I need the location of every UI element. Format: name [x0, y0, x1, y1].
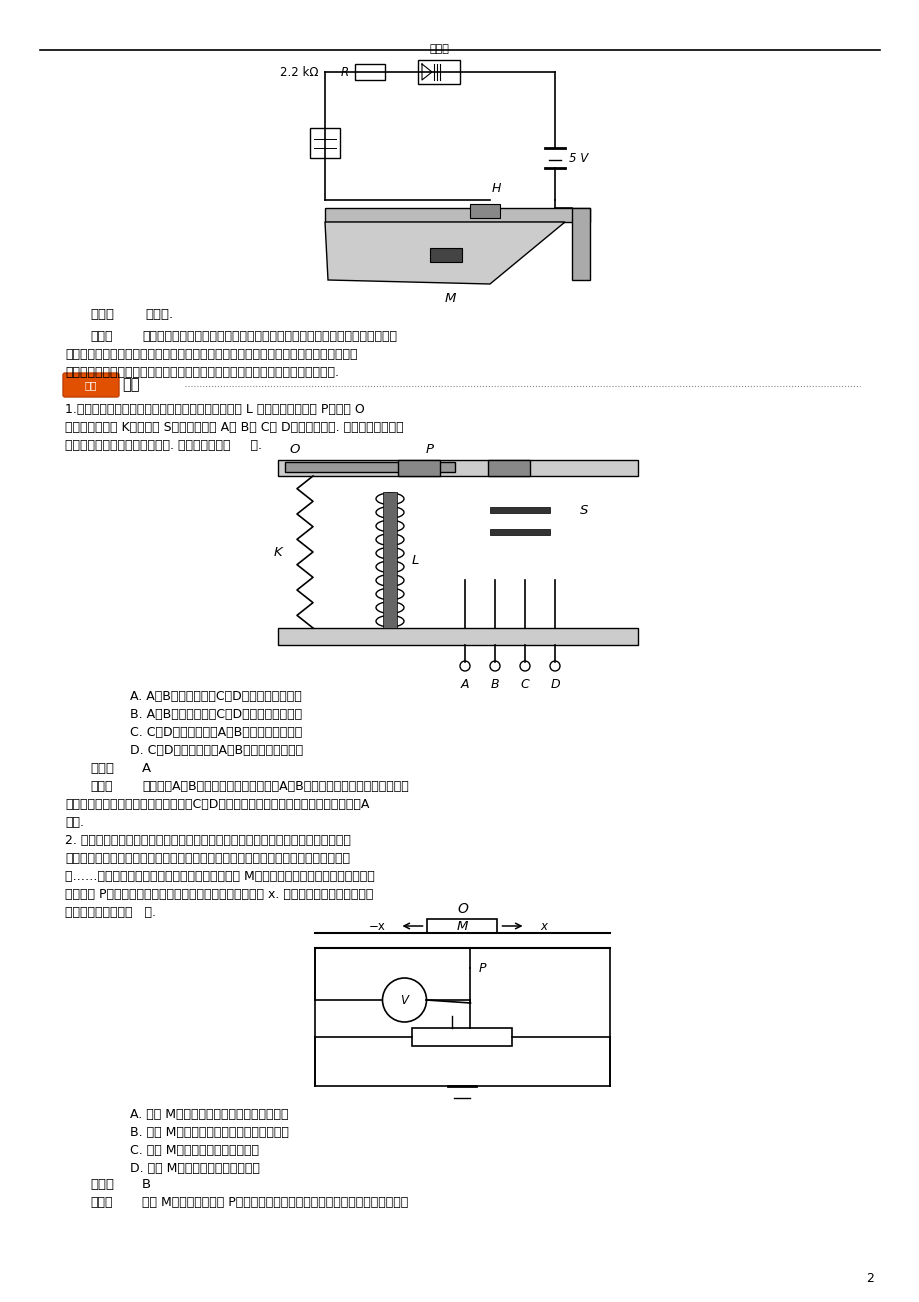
Text: A: A [460, 678, 469, 691]
Text: M: M [444, 292, 455, 305]
Text: 1.如下图所示为小型电磁继电器的构造示意图，其中 L 为含铁芯的线圈， P为可绕 O: 1.如下图所示为小型电磁继电器的构造示意图，其中 L 为含铁芯的线圈， P为可绕… [65, 404, 364, 417]
Text: 5 V: 5 V [568, 151, 587, 164]
Text: x: x [539, 919, 547, 932]
Text: 器，电熨斗、电饭煌中有温度传感器，电视机、录像机、影磹机、空调机中有光电传感: 器，电熨斗、电饭煌中有温度传感器，电视机、录像机、影磹机、空调机中有光电传感 [65, 852, 349, 865]
Text: D. C与D接信号电压，A与B可跟被控电路并联: D. C与D接信号电压，A与B可跟被控电路并联 [130, 743, 302, 756]
Text: A: A [142, 762, 151, 775]
Text: M: M [457, 919, 468, 932]
Text: R: R [341, 65, 348, 78]
Bar [278, 460, 637, 477]
Text: 列说法中正确的是（   ）.: 列说法中正确的是（ ）. [65, 906, 156, 919]
Text: 金属滑杆 P，通过电压表显示的数据来反映物体位移的大小 x. 假设电压表是理想的，则下: 金属滑杆 P，通过电压表显示的数据来反映物体位移的大小 x. 假设电压表是理想的… [65, 888, 373, 901]
Text: 见解析.: 见解析. [145, 309, 173, 322]
Text: 解析：: 解析： [90, 780, 112, 793]
Text: H: H [492, 182, 501, 195]
Text: −x: −x [369, 919, 385, 932]
Text: B: B [142, 1178, 151, 1191]
Text: K: K [273, 546, 282, 559]
Bar [355, 64, 384, 79]
FancyBboxPatch shape [62, 372, 119, 397]
Bar [285, 462, 455, 473]
Polygon shape [324, 223, 564, 284]
Text: B: B [490, 678, 499, 691]
Bar [382, 492, 397, 628]
Text: D. 物体 M不动时，电压表没有示数: D. 物体 M不动时，电压表没有示数 [130, 1161, 259, 1174]
Text: 答案：: 答案： [90, 309, 114, 322]
Text: C. 物体 M不动时，电路中没有电流: C. 物体 M不动时，电路中没有电流 [130, 1144, 259, 1157]
Text: 器……演示位移传感器的工作原理如图所示，物体 M在导轨上平移时，带动滑动变阶器的: 器……演示位移传感器的工作原理如图所示，物体 M在导轨上平移时，带动滑动变阶器的 [65, 870, 374, 883]
Text: 当堂: 当堂 [85, 380, 97, 391]
Bar [490, 529, 550, 535]
Bar [487, 460, 529, 477]
Text: C: C [520, 678, 528, 691]
Text: 2. 传感器可将非电学量转化为电学量，起自动控制作用，如计算机鼠标中有位移传感: 2. 传感器可将非电学量转化为电学量，起自动控制作用，如计算机鼠标中有位移传感 [65, 835, 350, 848]
Bar [324, 208, 589, 223]
Text: O: O [457, 902, 468, 917]
Text: 解析：: 解析： [90, 329, 112, 342]
Text: C. C与D接信号电压，A与B可跟被控电路串联: C. C与D接信号电压，A与B可跟被控电路串联 [130, 727, 302, 740]
Bar [429, 247, 461, 262]
Bar [572, 208, 589, 280]
Text: P: P [478, 961, 485, 974]
Text: O: O [289, 443, 300, 456]
Text: B. 物体 M运动时，电压表的示数会发生变化: B. 物体 M运动时，电压表的示数会发生变化 [130, 1126, 289, 1139]
Bar [417, 60, 460, 85]
Bar [470, 204, 499, 217]
Text: 点转动的铁片， K为弹簧， S为一对触头， A、 B、 C、 D为四个接线柱. 电磁继电器与传感: 点转动的铁片， K为弹簧， S为一对触头， A、 B、 C、 D为四个接线柱. … [65, 421, 403, 434]
Text: P: P [425, 443, 434, 456]
Text: 物体 M运动时会使滑片 P左右移动，由于电压表的示数为变阶器左侧部分的电: 物体 M运动时会使滑片 P左右移动，由于电压表的示数为变阶器左侧部分的电 [142, 1197, 408, 1210]
Text: 器配合，可完成自动控制的要求. 其工作方式是（     ）.: 器配合，可完成自动控制的要求. 其工作方式是（ ）. [65, 439, 262, 452]
Text: 解析：: 解析： [90, 1197, 112, 1210]
Bar [278, 628, 637, 644]
Text: 检测: 检测 [122, 378, 140, 392]
Text: 变化使电磁继电器相吸或排斥，从而使C、D接通或断开，进而起到控制作用，所以选项A: 变化使电磁继电器相吸或排斥，从而使C、D接通或断开，进而起到控制作用，所以选项A [65, 798, 369, 811]
Text: 2.2 kΩ: 2.2 kΩ [280, 65, 319, 78]
Text: 2: 2 [865, 1272, 873, 1285]
Bar [412, 1029, 512, 1046]
Bar [490, 506, 550, 513]
Text: 于低电平，则输出端为高电平，故蜂鸣器不发声；当开门时，没有永磁体作用，干簧管不: 于低电平，则输出端为高电平，故蜂鸣器不发声；当开门时，没有永磁体作用，干簧管不 [65, 348, 357, 361]
Bar [398, 460, 439, 477]
Text: 蜂鸣器: 蜂鸣器 [428, 44, 448, 53]
Text: 当门闭着时，永磁体使干簧管接通，斯密特触发器输入端与电源负极相连，处: 当门闭着时，永磁体使干簧管接通，斯密特触发器输入端与电源负极相连，处 [142, 329, 397, 342]
Text: 答案：: 答案： [90, 762, 114, 775]
Text: S: S [579, 504, 588, 517]
Text: 由图可知A、B是电磁继电器线圈，所以A、B应接信号电压，线圈随信号电压: 由图可知A、B是电磁继电器线圈，所以A、B应接信号电压，线圈随信号电压 [142, 780, 408, 793]
Bar [310, 128, 340, 158]
Text: V: V [400, 993, 408, 1006]
Text: 正确.: 正确. [65, 816, 84, 829]
Text: 通，斯密特触发器输入端为高电平，则输出端为低电平，则蜂鸣器通电，发声报警.: 通，斯密特触发器输入端为高电平，则输出端为低电平，则蜂鸣器通电，发声报警. [65, 366, 338, 379]
Text: D: D [550, 678, 559, 691]
Text: A. 物体 M运动时，电源内的电流会发生变化: A. 物体 M运动时，电源内的电流会发生变化 [130, 1108, 289, 1121]
Text: A. A与B接信号电压，C与D可跟被控电路串联: A. A与B接信号电压，C与D可跟被控电路串联 [130, 690, 301, 703]
Text: 答案：: 答案： [90, 1178, 114, 1191]
Bar [427, 919, 497, 934]
Text: B. A与B接信号电压，C与D可跟被控电路并联: B. A与B接信号电压，C与D可跟被控电路并联 [130, 708, 301, 721]
Text: L: L [412, 553, 419, 566]
